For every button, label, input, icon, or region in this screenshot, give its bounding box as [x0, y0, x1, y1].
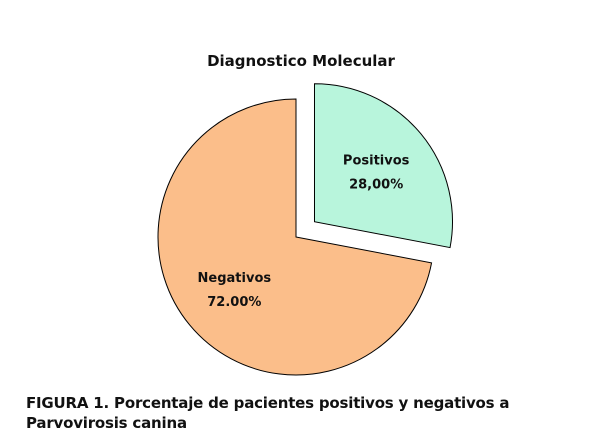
pie-chart: Diagnostico Molecular Positivos 28,00% Neg…	[157, 52, 453, 376]
pie-slices	[157, 83, 453, 376]
slice-name-label-positivos: Positivos	[343, 154, 410, 169]
slice-value-label-positivos: 28,00%	[349, 178, 403, 193]
slice-name-label-negativos: Negativos	[198, 271, 272, 286]
pie-labels: Positivos 28,00% Negativos 72.00%	[198, 154, 410, 310]
chart-title: Diagnostico Molecular	[207, 52, 395, 70]
pie-slice-positivos	[313, 83, 453, 249]
figure-caption: FIGURA 1. Porcentaje de pacientes positi…	[26, 394, 510, 432]
slice-value-label-negativos: 72.00%	[207, 295, 261, 310]
pie-slice-negativos	[157, 98, 433, 376]
